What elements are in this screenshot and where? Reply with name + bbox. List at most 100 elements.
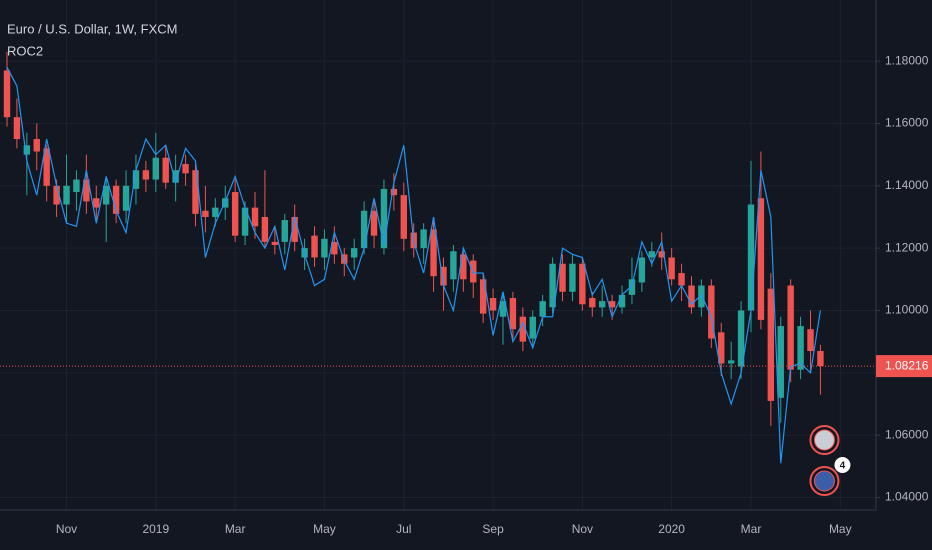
candle-body — [142, 170, 150, 180]
candle-body — [103, 185, 110, 205]
candle-body — [737, 310, 745, 367]
candle-body — [23, 145, 31, 155]
candle-body — [559, 263, 566, 292]
candle-body — [479, 279, 487, 314]
candle-body — [708, 285, 715, 339]
candle-body — [747, 204, 755, 311]
candle-body — [311, 235, 318, 258]
candle-body — [202, 210, 209, 217]
event-flag — [813, 429, 835, 451]
x-tick-label: Jul — [396, 522, 411, 536]
candle-body — [777, 326, 784, 398]
candle-body — [648, 251, 655, 258]
candle-body — [112, 185, 120, 214]
y-tick-label: 1.18000 — [885, 53, 929, 67]
candle-body — [787, 285, 794, 370]
grid — [0, 0, 876, 510]
candle-body — [152, 157, 159, 180]
indicator-line — [6, 67, 822, 464]
candle-body — [192, 170, 199, 214]
candle-body — [599, 301, 606, 308]
candle-body — [430, 229, 437, 277]
candle-body — [688, 285, 695, 308]
candle-body — [261, 216, 269, 242]
event-count: 4 — [840, 461, 846, 472]
candle-body — [53, 185, 60, 205]
x-tick-label: 2019 — [142, 522, 169, 536]
event-flag — [813, 470, 835, 492]
candle-body — [351, 248, 358, 258]
candle-body — [727, 360, 735, 364]
candle-body — [589, 298, 596, 308]
candle-body — [579, 263, 586, 305]
candle-body — [807, 329, 814, 352]
event-badge — [809, 425, 840, 455]
candle-body — [460, 254, 467, 280]
candle-body — [172, 170, 179, 183]
candle-body — [73, 179, 80, 193]
candle-body — [797, 326, 804, 370]
candle-body — [132, 170, 140, 189]
event-badge — [809, 466, 840, 496]
candle-body — [390, 188, 398, 196]
candle-body — [63, 185, 70, 205]
indicator-legend: ROC2 — [7, 43, 43, 58]
candle-body — [93, 198, 100, 208]
x-tick-label: May — [829, 522, 852, 536]
candle-body — [291, 216, 298, 242]
candle-body — [321, 238, 328, 258]
candle-body — [360, 210, 368, 249]
candle-body — [489, 298, 497, 311]
candle-body — [83, 179, 90, 202]
candle-body — [231, 192, 239, 236]
x-tick-label: May — [313, 522, 336, 536]
candle-body — [628, 279, 636, 295]
candle-body — [222, 198, 229, 208]
y-tick-label: 1.10000 — [885, 303, 929, 317]
candle-body — [767, 288, 775, 401]
candle-body — [757, 198, 765, 320]
candle-body — [182, 163, 189, 174]
candle-body — [638, 257, 646, 283]
candle-body — [529, 316, 536, 339]
candle-body — [122, 185, 130, 211]
candle-body — [380, 188, 388, 249]
candle-body — [162, 157, 169, 183]
candle-body — [698, 285, 705, 308]
candle-body — [608, 301, 616, 308]
candle-body — [658, 251, 665, 258]
candle-body — [549, 263, 556, 308]
y-tick-label: 1.12000 — [885, 240, 929, 254]
candle-body — [331, 241, 338, 255]
candle-body — [370, 210, 378, 236]
candle-body — [420, 229, 427, 249]
candle-body — [499, 301, 507, 317]
candle-body — [668, 257, 675, 280]
candle-body — [33, 139, 40, 152]
candle-body — [618, 294, 626, 308]
marks — [0, 51, 876, 496]
x-tick-label: Sep — [482, 522, 504, 536]
candle-body — [251, 207, 259, 227]
candle-body — [678, 273, 685, 286]
candle-body — [539, 301, 546, 317]
last-price-label: 1.08216 — [885, 358, 929, 372]
candle-body — [519, 316, 527, 342]
y-tick-label: 1.06000 — [885, 427, 929, 441]
y-tick-label: 1.04000 — [885, 490, 929, 504]
candle-body — [400, 195, 407, 239]
x-tick-label: Mar — [225, 522, 246, 536]
candle-body — [212, 207, 219, 217]
last-price-box — [876, 355, 932, 378]
chart-title: Euro / U.S. Dollar, 1W, FXCM — [7, 21, 178, 36]
candle-body — [281, 220, 288, 242]
axes: 1.040001.060001.080001.100001.120001.140… — [56, 53, 932, 536]
candle-body — [718, 332, 725, 364]
candle-body — [569, 263, 576, 292]
x-tick-label: Nov — [572, 522, 593, 536]
event-count-badge — [834, 457, 851, 473]
candle-body — [440, 266, 447, 286]
candle-body — [3, 70, 11, 118]
candle-body — [509, 298, 517, 330]
